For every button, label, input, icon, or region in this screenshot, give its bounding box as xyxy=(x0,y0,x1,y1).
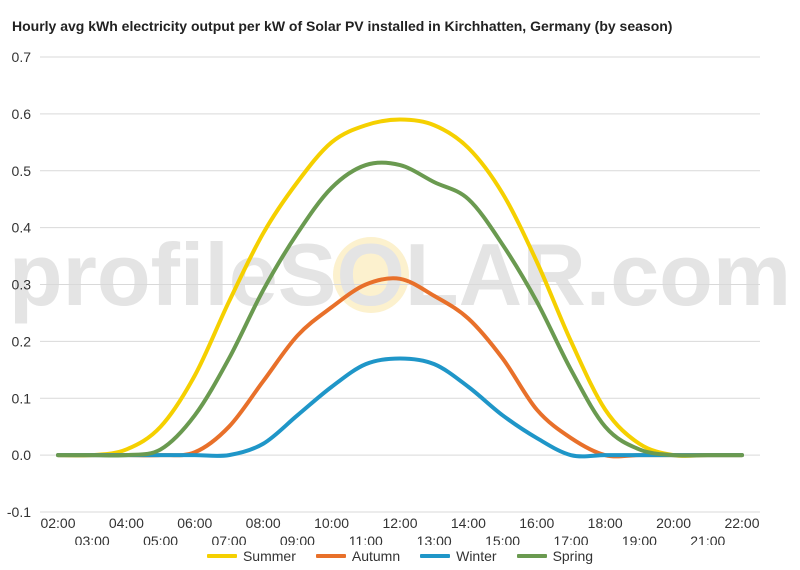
x-tick-label: 19:00 xyxy=(622,533,657,545)
x-tick-label: 07:00 xyxy=(211,533,246,545)
legend-item-autumn: Autumn xyxy=(315,548,401,564)
y-tick-label: -0.1 xyxy=(7,504,31,520)
x-tick-label: 18:00 xyxy=(588,515,623,531)
series-lines xyxy=(56,117,744,459)
y-tick-label: 0.0 xyxy=(12,447,32,463)
legend-item-summer: Summer xyxy=(206,548,296,564)
series-line-winter xyxy=(56,356,744,459)
x-tick-label: 06:00 xyxy=(177,515,212,531)
legend-item-spring: Spring xyxy=(516,548,594,564)
y-axis-ticks: -0.1 0.0 0.1 0.2 0.3 0.4 0.5 0.6 0.7 xyxy=(7,49,31,520)
x-tick-label: 13:00 xyxy=(417,533,452,545)
legend-item-winter: Winter xyxy=(420,548,497,564)
watermark: profileSOLAR.com xyxy=(9,225,791,324)
x-tick-label: 11:00 xyxy=(349,533,383,545)
x-tick-label: 03:00 xyxy=(75,533,110,545)
x-tick-label: 21:00 xyxy=(690,533,725,545)
legend: Summer Autumn Winter Spring xyxy=(0,548,800,564)
y-tick-label: 0.1 xyxy=(12,390,32,406)
x-tick-label: 16:00 xyxy=(519,515,554,531)
watermark-text: profileSOLAR.com xyxy=(9,225,791,324)
legend-swatch xyxy=(315,554,346,558)
x-tick-label: 17:00 xyxy=(553,533,588,545)
chart-title: Hourly avg kWh electricity output per kW… xyxy=(12,18,673,34)
legend-label: Summer xyxy=(242,548,296,564)
y-tick-label: 0.3 xyxy=(12,277,32,293)
legend-swatch xyxy=(420,554,451,558)
legend-swatch xyxy=(516,554,547,558)
x-tick-label: 15:00 xyxy=(485,533,520,545)
y-tick-label: 0.6 xyxy=(12,106,32,122)
y-tick-label: 0.2 xyxy=(12,333,32,349)
x-tick-label: 04:00 xyxy=(109,515,144,531)
y-tick-label: 0.4 xyxy=(12,220,32,236)
y-tick-label: 0.5 xyxy=(12,163,32,179)
legend-swatch xyxy=(206,554,237,558)
y-tick-label: 0.7 xyxy=(12,49,32,65)
x-tick-label: 12:00 xyxy=(382,515,417,531)
x-tick-label: 08:00 xyxy=(246,515,281,531)
x-tick-label: 05:00 xyxy=(143,533,178,545)
x-tick-label: 20:00 xyxy=(656,515,691,531)
series-line-spring xyxy=(56,160,744,458)
legend-label: Spring xyxy=(552,548,594,564)
x-tick-label: 14:00 xyxy=(451,515,486,531)
x-tick-label: 22:00 xyxy=(724,515,759,531)
legend-label: Winter xyxy=(456,548,497,564)
legend-label: Autumn xyxy=(351,548,401,564)
x-tick-label: 10:00 xyxy=(314,515,349,531)
grid-lines xyxy=(40,56,760,513)
series-line-summer xyxy=(56,117,744,458)
x-tick-label: 09:00 xyxy=(280,533,315,545)
x-tick-label: 02:00 xyxy=(40,515,75,531)
line-chart: profileSOLAR.com -0.1 0.0 0.1 0.2 0.3 0.4 0.5 0… xyxy=(7,49,791,545)
